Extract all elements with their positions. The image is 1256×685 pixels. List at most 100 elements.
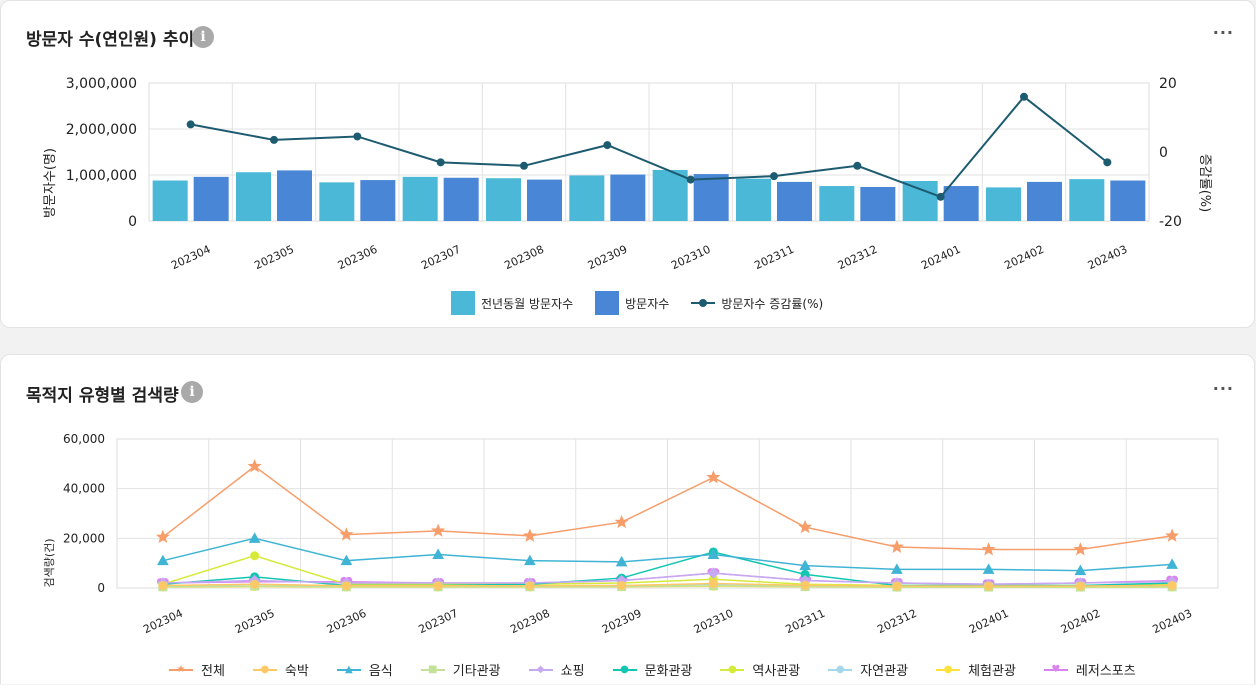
legend-item[interactable]: ● 역사관광 <box>720 660 800 679</box>
bar[interactable] <box>610 174 646 221</box>
legend-item-visitors[interactable]: 방문자수 <box>595 291 669 315</box>
line-point[interactable] <box>936 192 945 201</box>
bar[interactable] <box>902 180 938 221</box>
bar[interactable] <box>986 187 1021 221</box>
legend-item[interactable]: ● 자연관광 <box>828 660 908 679</box>
line-point[interactable] <box>981 542 996 556</box>
line-point[interactable] <box>436 158 445 167</box>
line-point[interactable] <box>603 141 612 150</box>
line-point[interactable] <box>433 581 443 591</box>
line-point[interactable] <box>614 514 629 529</box>
bar[interactable] <box>860 186 896 221</box>
line-point[interactable] <box>157 554 169 566</box>
line-point[interactable] <box>155 529 170 544</box>
legend-marker: ♥ <box>1043 663 1068 677</box>
line-point[interactable] <box>889 539 904 554</box>
line-point[interactable] <box>800 580 810 590</box>
line-point[interactable] <box>250 551 260 561</box>
line-point[interactable] <box>247 458 262 473</box>
bar[interactable] <box>402 176 438 221</box>
line-point[interactable] <box>706 470 721 484</box>
line-point[interactable] <box>248 532 261 543</box>
line-point[interactable] <box>1166 558 1178 569</box>
line-point[interactable] <box>525 581 535 591</box>
line-point[interactable] <box>250 579 260 589</box>
line-point[interactable] <box>1074 564 1087 576</box>
legend-item[interactable]: ▲ 음식 <box>336 660 393 679</box>
bar[interactable] <box>319 182 355 221</box>
line-point[interactable] <box>186 120 195 129</box>
info-icon[interactable]: i <box>192 26 214 48</box>
line-point[interactable] <box>617 581 627 591</box>
line-point[interactable] <box>1165 528 1180 542</box>
legend-marker: ● <box>720 663 745 677</box>
line-point[interactable] <box>707 567 720 579</box>
line-point[interactable] <box>524 554 536 566</box>
legend-item[interactable]: ● 체험관광 <box>936 660 1016 679</box>
line-point[interactable] <box>853 161 862 170</box>
line-point[interactable] <box>798 519 813 534</box>
info-icon[interactable]: i <box>181 381 203 403</box>
legend-item[interactable]: ● 문화관광 <box>612 660 692 679</box>
bar[interactable] <box>277 170 312 221</box>
legend-marker: ▲ <box>336 663 361 677</box>
line-point[interactable] <box>353 132 362 141</box>
line-point[interactable] <box>520 161 528 170</box>
line-point[interactable] <box>891 563 903 574</box>
line-point[interactable] <box>799 559 811 571</box>
line-point[interactable] <box>340 554 353 566</box>
bar[interactable] <box>1110 180 1146 221</box>
legend-item[interactable]: ◆ 쇼핑 <box>528 660 585 679</box>
legend-item[interactable]: ■ 기타관광 <box>420 660 501 679</box>
line-point[interactable] <box>158 581 168 591</box>
x-tick-label: 202308 <box>502 243 546 273</box>
bar[interactable] <box>443 177 479 221</box>
more-options-icon[interactable]: ··· <box>1212 23 1234 42</box>
legend-marker: ★ <box>169 663 193 677</box>
bar[interactable] <box>777 181 812 221</box>
line-point[interactable] <box>1103 158 1112 167</box>
line-point[interactable] <box>1167 581 1177 591</box>
legend-label: 음식 <box>368 664 393 679</box>
bar[interactable] <box>736 178 771 221</box>
legend-item-growth-rate[interactable]: 방문자수 증감률(%) <box>691 295 823 312</box>
line-point[interactable] <box>707 548 720 559</box>
x-tick-label: 202305 <box>233 607 277 637</box>
legend-item-prev-year-visitors[interactable]: 전년동월 방문자수 <box>451 291 573 315</box>
legend-item[interactable]: ♥ 레저스포츠 <box>1043 660 1136 679</box>
bar[interactable] <box>569 175 605 221</box>
bar[interactable] <box>1069 179 1105 221</box>
legend-item[interactable]: ★ 전체 <box>169 660 225 679</box>
bar[interactable] <box>236 172 271 221</box>
y-tick-label: 0 <box>128 214 137 230</box>
line-point[interactable] <box>1075 581 1085 591</box>
line-point[interactable] <box>982 563 995 574</box>
bar[interactable] <box>527 179 562 221</box>
line-point[interactable] <box>686 175 695 184</box>
line-point[interactable] <box>984 581 994 591</box>
line-point[interactable] <box>1020 92 1028 101</box>
line-point[interactable] <box>522 528 537 542</box>
bar[interactable] <box>1027 181 1062 221</box>
bar[interactable] <box>943 186 979 221</box>
line-point[interactable] <box>339 527 354 541</box>
bar[interactable] <box>819 186 855 221</box>
line-point[interactable] <box>770 172 778 181</box>
line-point[interactable] <box>892 581 902 591</box>
bar[interactable] <box>486 178 521 221</box>
line-point[interactable] <box>270 135 278 144</box>
line-point[interactable] <box>432 548 444 559</box>
line-point[interactable] <box>1073 542 1088 556</box>
bar[interactable] <box>193 176 229 221</box>
legend-item[interactable]: ● 숙박 <box>252 660 309 679</box>
line-point[interactable] <box>615 555 628 567</box>
bar[interactable] <box>152 180 188 221</box>
bar[interactable] <box>652 169 688 221</box>
bar[interactable] <box>360 180 396 221</box>
more-options-icon[interactable]: ··· <box>1212 379 1234 398</box>
line-point[interactable] <box>708 579 718 589</box>
line-point[interactable] <box>431 523 446 537</box>
line-point[interactable] <box>341 581 351 591</box>
bar[interactable] <box>693 174 729 221</box>
x-tick-label: 202312 <box>875 607 919 637</box>
